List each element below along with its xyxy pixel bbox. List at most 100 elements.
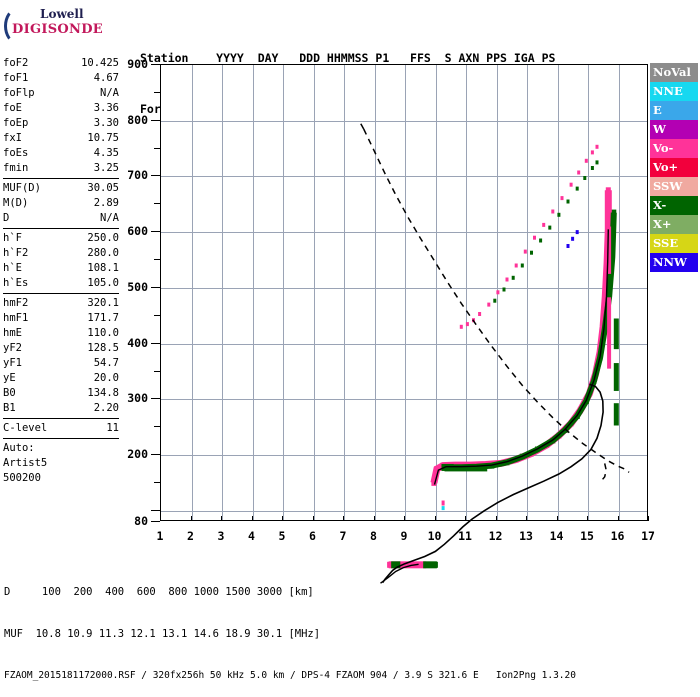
gridline-vertical (466, 65, 467, 520)
param-label: yF2 (3, 342, 22, 354)
echo-point (459, 324, 463, 329)
param-value: 105.0 (87, 277, 119, 289)
footer-muf-row: MUF 10.8 10.9 11.3 12.1 13.1 14.6 18.9 3… (4, 628, 321, 640)
polarization-legend: NoVal NNE E W Vo- Vo+ SSW X- X+ SSE NNW (650, 63, 698, 272)
echo-band (388, 561, 427, 569)
x-tick (404, 516, 405, 521)
x-tick (373, 516, 375, 521)
gridline-horizontal (161, 343, 647, 345)
plot-frame (160, 64, 648, 584)
echo-point (496, 290, 500, 295)
legend-item-ssw[interactable]: SSW (650, 177, 698, 196)
param-value: 2.20 (93, 402, 119, 414)
gridline-vertical (527, 65, 528, 520)
y-axis: 900 800 700 600 500 400 300 200 80 (100, 57, 160, 528)
echo-point (441, 500, 445, 506)
y-tick (151, 398, 160, 400)
series-x (493, 160, 599, 303)
y-tick (151, 231, 160, 233)
echo-point (539, 238, 543, 243)
param-note: Artist5 (3, 457, 48, 469)
x-tick-label: 2 (187, 529, 194, 543)
legend-item-nne[interactable]: NNE (650, 82, 698, 101)
gridline-horizontal (161, 510, 647, 512)
param-group: MUF(D) 30.05 M(D) 2.89 D N/A (3, 181, 119, 229)
legend-item-x[interactable]: X+ (650, 215, 698, 234)
x-tick (282, 516, 283, 521)
param-label: D (3, 212, 10, 224)
series-x (443, 209, 617, 471)
echo-point (566, 244, 570, 248)
gridline-vertical (374, 65, 376, 520)
legend-item-e[interactable]: E (650, 101, 698, 120)
x-tick-label: 16 (610, 529, 625, 543)
param-value: 110.0 (87, 327, 119, 339)
param-value: 134.8 (87, 387, 119, 399)
y-tick (151, 509, 160, 511)
y-tick (151, 175, 160, 177)
legend-item-noval[interactable]: NoVal (650, 63, 698, 82)
footer-info: D 100 200 400 600 800 1000 1500 3000 [km… (4, 557, 576, 697)
x-tick (587, 516, 588, 521)
x-tick-label: 12 (488, 529, 503, 543)
y-tick-label: 900 (127, 57, 148, 71)
echo-point (575, 230, 579, 235)
legend-item-vo[interactable]: Vo+ (650, 158, 698, 177)
param-row-hmf2: hmF2 320.1 (3, 296, 119, 311)
echo-point (520, 263, 524, 268)
param-row-h-f2: h`F2 280.0 (3, 246, 119, 261)
param-row-foflp: foFlp N/A (3, 86, 119, 101)
param-label: foE (3, 102, 22, 114)
x-tick (221, 516, 222, 521)
param-value: 320.1 (87, 297, 119, 309)
trace-path (359, 123, 365, 130)
echo-point (431, 479, 437, 486)
x-tick-label: 9 (400, 529, 408, 543)
x-tick (343, 516, 344, 521)
x-tick-label: 7 (339, 529, 347, 543)
y-tick (151, 342, 160, 344)
gridline-vertical (283, 65, 284, 520)
echo-point (542, 222, 546, 227)
gridline-horizontal (161, 455, 647, 457)
gridline-vertical (222, 65, 223, 520)
echo-point (569, 182, 573, 187)
echo-point (533, 235, 536, 240)
x-tick-label: 10 (427, 529, 442, 543)
lowell-digisonde-logo: Lowell DIGISONDE (4, 6, 122, 44)
echo-point (557, 212, 561, 217)
legend-item-w[interactable]: W (650, 120, 698, 139)
param-note: 500200 (3, 472, 41, 484)
param-value: 10.75 (87, 132, 119, 144)
gridline-vertical (588, 65, 589, 520)
x-tick-label: 8 (370, 529, 377, 543)
gridline-horizontal (161, 232, 647, 234)
legend-item-x[interactable]: X- (650, 196, 698, 215)
y-tick-label: 200 (127, 447, 148, 462)
trace-path (446, 212, 617, 471)
echo-point (595, 144, 599, 149)
ionogram-plot: 900 800 700 600 500 400 300 200 80 1 2 3 4 5 6 7 8 9 10 11… (100, 57, 655, 584)
y-tick-label: 500 (127, 279, 148, 294)
y-tick-label: 300 (127, 391, 148, 406)
param-value: 3.30 (93, 117, 119, 129)
param-row-fof1: foF1 4.67 (3, 71, 119, 86)
y-tick (154, 426, 160, 428)
x-tick (312, 516, 314, 521)
echo-point (566, 199, 570, 204)
echo-point (530, 250, 533, 255)
param-value: 3.25 (93, 162, 119, 174)
legend-item-nnw[interactable]: NNW (650, 253, 698, 272)
y-tick (154, 314, 160, 316)
param-row-h-es: h`Es 105.0 (3, 276, 119, 291)
x-axis: 1 2 3 4 5 6 7 8 9 10 11 12 13 14 15 16 17 (157, 516, 655, 549)
legend-item-sse[interactable]: SSE (650, 234, 698, 253)
x-tick (160, 516, 161, 521)
param-label: M(D) (3, 197, 29, 209)
x-tick (251, 516, 253, 521)
param-group: Auto: Artist5 500200 (3, 441, 119, 487)
echo-point (502, 287, 506, 292)
param-label: C-level (3, 422, 48, 434)
legend-item-vo[interactable]: Vo- (650, 139, 698, 158)
param-label: foF2 (3, 57, 29, 69)
